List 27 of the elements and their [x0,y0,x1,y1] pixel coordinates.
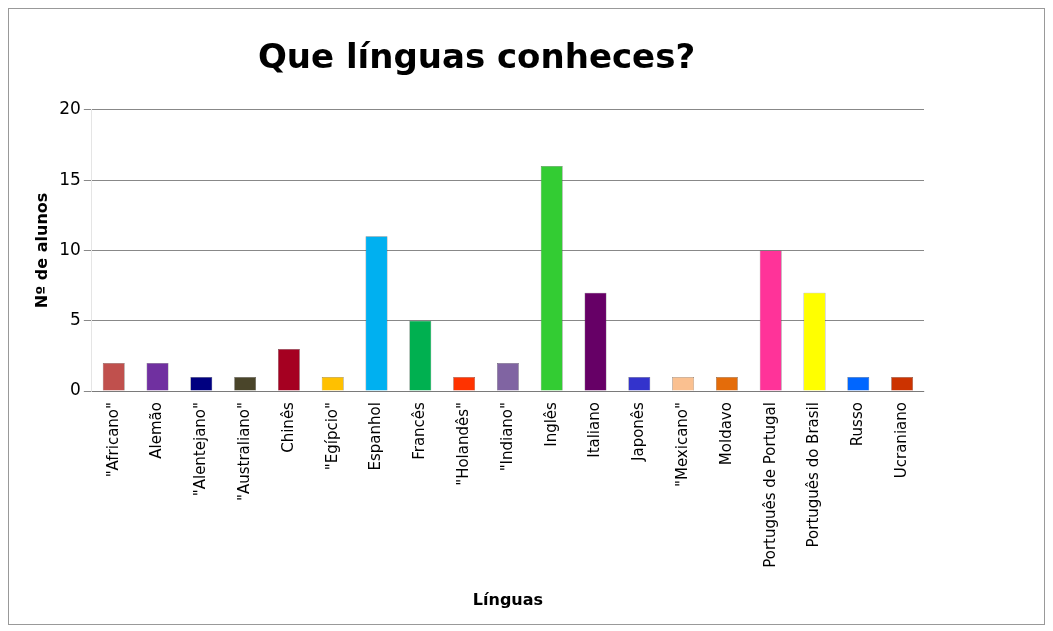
x-tick-label: Moldavo [716,402,735,466]
x-tick-label: Francês [410,401,429,460]
x-tick-label: "Australiano" [235,402,254,501]
x-tick-label: "Alentejano" [191,402,210,497]
y-tick-label: 10 [59,238,81,259]
x-tick-label: Ucraniano [891,402,910,479]
x-tick-label: Inglês [541,401,560,447]
chart-title: Que línguas conheces? [257,36,696,77]
x-tick-label: "Indiano" [497,402,516,472]
x-tick-label: "Holandês" [454,402,473,486]
y-tick-label: 20 [59,98,81,119]
x-tick-label: Espanhol [366,402,385,471]
x-tick-label: "Egípcio" [322,402,341,471]
x-tick-label: Italiano [585,402,604,458]
x-axis-title: Línguas [472,589,544,609]
y-tick-label: 0 [70,379,81,400]
x-tick-label: Alemão [147,402,166,459]
x-tick-label: Russo [848,402,867,447]
y-tick-label: 5 [70,309,81,330]
x-tick-label: Chinês [278,401,297,453]
x-tick-label: Português do Brasil [804,402,823,548]
x-tick-label: Japonês [629,401,648,462]
x-tick-label: Português de Portugal [760,402,779,568]
y-tick-label: 15 [59,168,81,189]
x-tick-label: "Mexicano" [673,402,691,487]
x-tick-label: "Africano" [103,402,122,478]
y-axis-title: Nº de alunos [31,192,51,309]
